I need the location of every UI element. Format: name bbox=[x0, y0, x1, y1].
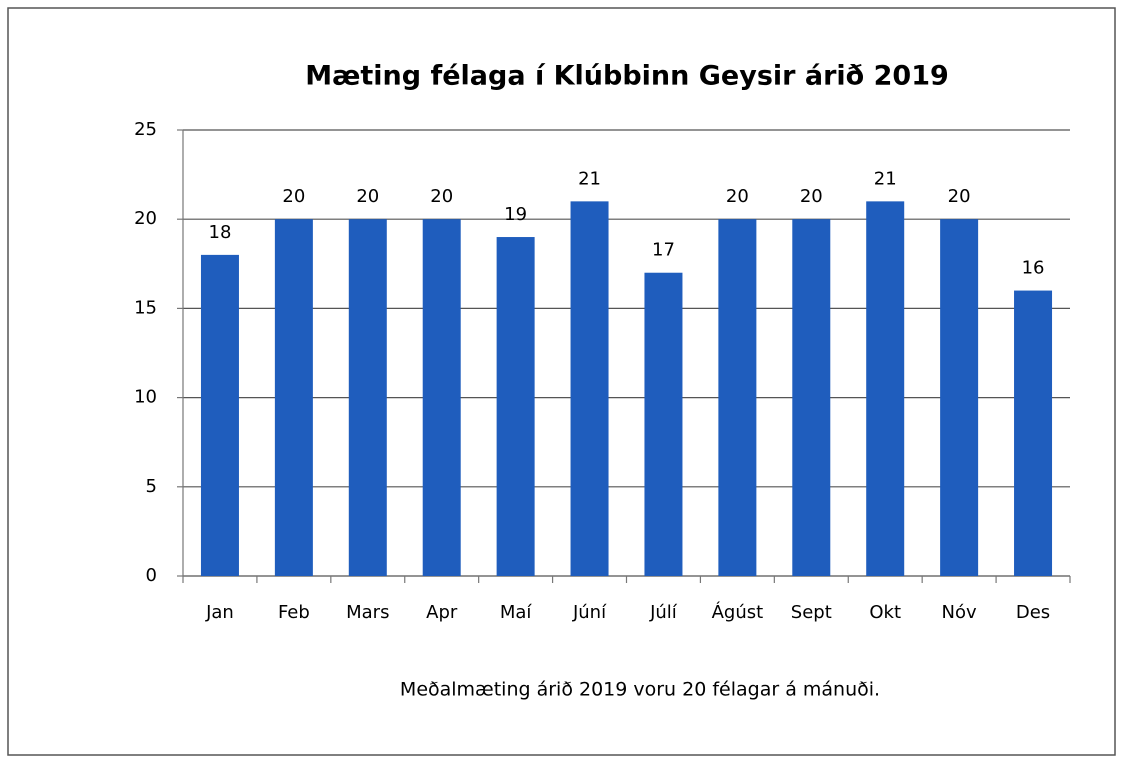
x-tick-label: Júlí bbox=[649, 602, 678, 623]
bar bbox=[200, 254, 239, 576]
bar bbox=[1014, 290, 1053, 576]
x-tick-label: Jan bbox=[205, 602, 234, 623]
x-tick-label: Sept bbox=[791, 602, 832, 623]
annotation: Meðalmæting árið 2019 voru 20 félagar á … bbox=[400, 679, 880, 701]
bar bbox=[274, 219, 313, 576]
bar bbox=[496, 237, 535, 577]
value-label: 20 bbox=[282, 186, 305, 207]
value-label: 20 bbox=[356, 186, 379, 207]
value-label: 21 bbox=[874, 168, 897, 189]
x-tick-label: Mars bbox=[346, 602, 389, 623]
x-tick-label: Feb bbox=[278, 602, 310, 623]
y-tick-label: 0 bbox=[146, 565, 157, 586]
value-label: 17 bbox=[652, 240, 675, 261]
chart-frame bbox=[7, 7, 1116, 756]
x-tick-label: Júní bbox=[572, 602, 607, 623]
x-tick-label: Nóv bbox=[942, 602, 977, 623]
bar bbox=[348, 219, 387, 576]
value-label: 20 bbox=[948, 186, 971, 207]
y-tick-label: 15 bbox=[134, 297, 157, 318]
value-label: 19 bbox=[504, 204, 527, 225]
bar bbox=[644, 272, 683, 576]
bar bbox=[866, 201, 905, 577]
bar bbox=[940, 219, 979, 576]
x-tick-label: Ágúst bbox=[712, 601, 764, 623]
value-label: 21 bbox=[578, 168, 601, 189]
bar bbox=[422, 219, 461, 576]
x-tick-label: Maí bbox=[500, 602, 533, 623]
bar bbox=[792, 219, 831, 576]
x-tick-label: Apr bbox=[426, 602, 458, 623]
y-tick-label: 10 bbox=[134, 387, 157, 408]
value-label: 20 bbox=[430, 186, 453, 207]
y-tick-label: 25 bbox=[134, 119, 157, 140]
value-label: 16 bbox=[1022, 258, 1045, 279]
y-tick-label: 5 bbox=[146, 476, 157, 497]
value-label: 20 bbox=[800, 186, 823, 207]
x-tick-label: Des bbox=[1016, 602, 1050, 623]
value-label: 20 bbox=[726, 186, 749, 207]
value-label: 18 bbox=[209, 222, 232, 243]
chart-title: Mæting félaga í Klúbbinn Geysir árið 201… bbox=[305, 61, 949, 92]
bar bbox=[570, 201, 609, 577]
x-tick-label: Okt bbox=[869, 602, 901, 623]
y-tick-label: 20 bbox=[134, 208, 157, 229]
bar bbox=[718, 219, 757, 576]
